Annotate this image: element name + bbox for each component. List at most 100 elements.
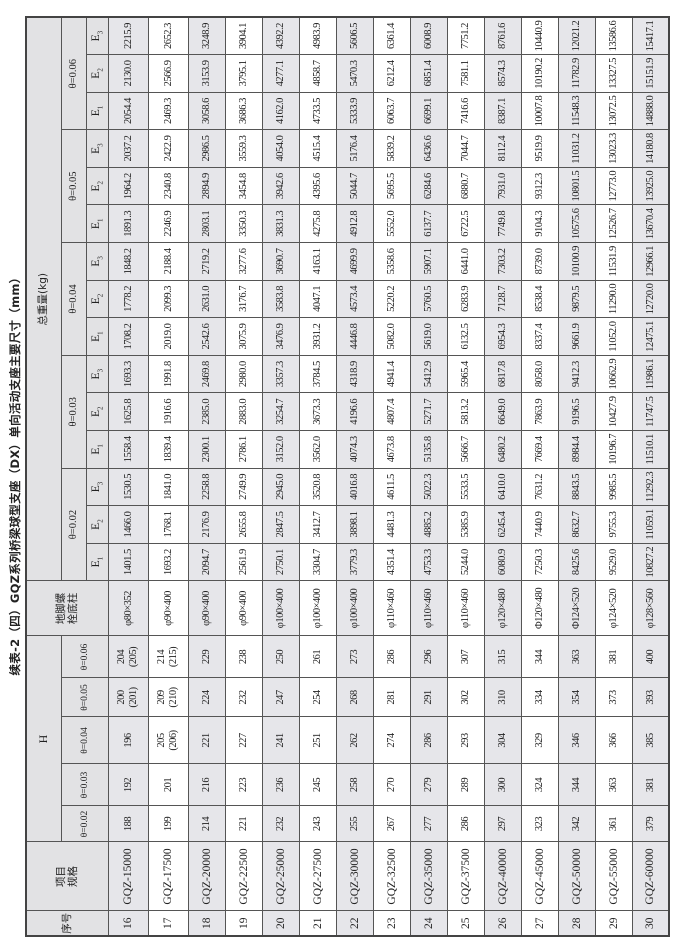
weight-cell: 2340.8 [148,167,188,205]
weight-cell: 5244.0 [447,543,484,581]
weight-cell: 5082.0 [373,317,410,356]
weight-cell: 3454.8 [225,167,262,205]
height-cell: 245 [299,764,336,806]
weight-cell: 10100.9 [558,242,595,281]
height-cell: 258 [336,764,373,806]
weight-cell: 5695.5 [373,167,410,205]
weight-cell: 14888.0 [632,92,669,130]
weight-cell: 7669.4 [521,430,558,469]
weight-cell: 11052.0 [595,317,632,356]
weight-cell: 4573.4 [336,280,373,318]
weight-cell: 10007.8 [521,92,558,130]
height-cell: 385 [632,717,669,764]
row-number: 20 [262,911,299,936]
weight-cell: 2655.8 [225,505,262,544]
anchor-bolt-cell: Φ124×520 [558,580,595,636]
weight-cell: 11290.0 [595,280,632,318]
weight-cell: 2652.3 [148,16,188,55]
weight-cell: 14180.8 [632,129,669,168]
weight-cell: 10196.7 [595,430,632,469]
row-number: 17 [148,911,188,936]
weight-cell: 9661.9 [558,317,595,356]
height-value: 200 (201) [116,687,139,708]
header-e1: E1 [86,205,108,243]
weight-cell: 11986.1 [632,355,669,393]
weight-cell: 4885.2 [410,505,447,544]
weight-cell: 2986.5 [188,129,225,168]
header-weight: 总重量(kg) [26,16,61,581]
weight-cell: 8574.3 [484,54,521,93]
weight-cell: 4983.9 [299,16,336,55]
weight-cell: 2803.1 [188,205,225,243]
table-row: 23 GQZ-32500 267 270 274 281 286 φ110×460 4351.4… [373,16,410,936]
row-number: 21 [299,911,336,936]
weight-cell: 4074.3 [336,430,373,469]
header-h-theta: θ=0.03 [61,764,108,806]
height-value: 214 (215) [156,646,179,668]
row-number: 30 [632,911,669,936]
anchor-bolt-cell: φ124×520 [595,580,632,636]
weight-cell: 2422.9 [148,129,188,168]
weight-cell: 12720.0 [632,280,669,318]
height-cell: 199 [148,806,188,842]
anchor-bolt-cell: φ110×460 [373,580,410,636]
height-cell: 236 [262,764,299,806]
spec-cell: GQZ-15000 [108,842,148,911]
weight-cell: 8632.7 [558,505,595,544]
table-row: 16 GQZ-15000 188 192 196 200 (201) 204 (205) φ8… [108,16,148,936]
weight-cell: 5533.5 [447,468,484,506]
weight-cell: 11531.9 [595,242,632,281]
header-e-subscript: 3 [96,368,105,373]
weight-cell: 8425.6 [558,543,595,581]
table-row: 26 GQZ-40000 297 300 304 310 315 φ120×480 6080.9… [484,16,521,936]
weight-cell: 4515.4 [299,129,336,168]
weight-cell: 6410.0 [484,468,521,506]
weight-cell: 5552.0 [373,205,410,243]
weight-cell: 2176.9 [188,505,225,544]
row-number: 28 [558,911,595,936]
weight-cell: 2847.5 [262,505,299,544]
weight-cell: 2188.4 [148,242,188,281]
weight-cell: 5135.8 [410,430,447,469]
weight-cell: 6480.2 [484,430,521,469]
header-e3: E3 [86,242,108,281]
weight-cell: 5385.9 [447,505,484,544]
weight-cell: 1778.2 [108,280,148,318]
weight-cell: 4277.1 [262,54,299,93]
header-weight-theta: θ=0.05 [61,129,86,243]
weight-cell: 7863.9 [521,392,558,431]
weight-cell: 5606.5 [336,16,373,55]
weight-cell: 10440.9 [521,16,558,55]
height-cell: 315 [484,635,521,678]
weight-cell: 11782.9 [558,54,595,93]
weight-cell: 2469.3 [148,92,188,130]
height-cell: 232 [262,806,299,842]
weight-cell: 6284.6 [410,167,447,205]
weight-cell: 7250.3 [521,543,558,581]
height-cell: 346 [558,717,595,764]
height-cell: 342 [558,806,595,842]
weight-cell: 3904.1 [225,16,262,55]
weight-cell: 1848.2 [108,242,148,281]
height-cell: 261 [299,635,336,678]
header-e2: E2 [86,280,108,318]
weight-cell: 4054.0 [262,129,299,168]
height-cell: 400 [632,635,669,678]
weight-cell: 11031.2 [558,129,595,168]
weight-cell: 8739.0 [521,242,558,281]
header-e-subscript: 2 [96,406,105,411]
height-cell: 344 [521,635,558,678]
weight-cell: 10662.9 [595,355,632,393]
height-cell: 302 [447,678,484,717]
weight-cell: 3779.3 [336,543,373,581]
spec-cell: GQZ-32500 [373,842,410,911]
weight-cell: 1839.4 [148,430,188,469]
header-spec: 项目 规格 [26,842,108,911]
header-e3: E3 [86,468,108,506]
height-cell: 251 [299,717,336,764]
anchor-bolt-cell: φ100×400 [262,580,299,636]
weight-cell: 6132.5 [447,317,484,356]
header-e-label: E [89,109,102,117]
height-cell: 201 [148,764,188,806]
weight-cell: 1991.8 [148,355,188,393]
